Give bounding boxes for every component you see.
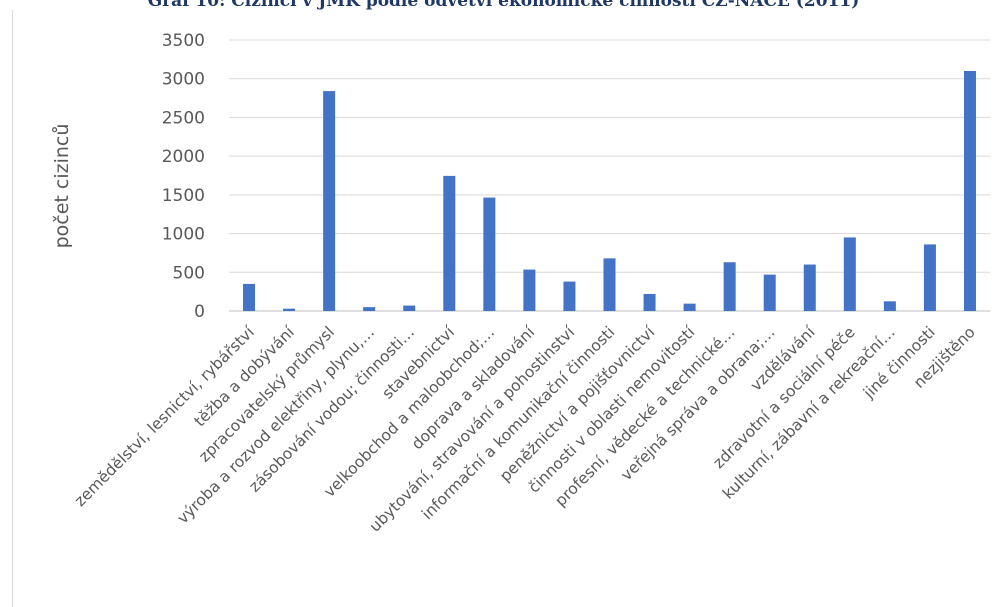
bar [523, 269, 536, 311]
bar [323, 91, 336, 311]
bar [843, 237, 856, 311]
bar [563, 281, 576, 311]
y-tick-label: 3500 [162, 31, 205, 51]
bar [483, 197, 496, 311]
y-tick-label: 500 [173, 263, 205, 283]
bar [683, 303, 696, 311]
bar [443, 175, 456, 311]
bars [243, 70, 976, 311]
y-axis-label: počet cizinců [51, 124, 73, 249]
y-tick-label: 2000 [162, 147, 205, 167]
chart-frame [12, 10, 1004, 607]
bar [403, 305, 416, 311]
bar [803, 264, 816, 311]
bar [643, 293, 656, 311]
bar [363, 307, 376, 311]
y-tick-label: 1500 [162, 186, 205, 206]
bar [603, 258, 616, 311]
y-tick-label: 3000 [162, 70, 205, 90]
y-tick-label: 2500 [162, 108, 205, 128]
y-tick-label: 1000 [162, 225, 205, 245]
bar [963, 70, 976, 311]
bar [283, 308, 296, 311]
bar [243, 283, 256, 311]
bar [763, 274, 776, 311]
y-tick-labels: 0 500 1000 1500 2000 2500 3000 3500 [162, 31, 205, 322]
chart-title: Graf 10: Cizinci v JMK podle odvětví eko… [147, 0, 860, 11]
bar [723, 262, 736, 311]
bar [883, 301, 896, 311]
bar [923, 244, 936, 311]
y-tick-label: 0 [194, 302, 205, 322]
